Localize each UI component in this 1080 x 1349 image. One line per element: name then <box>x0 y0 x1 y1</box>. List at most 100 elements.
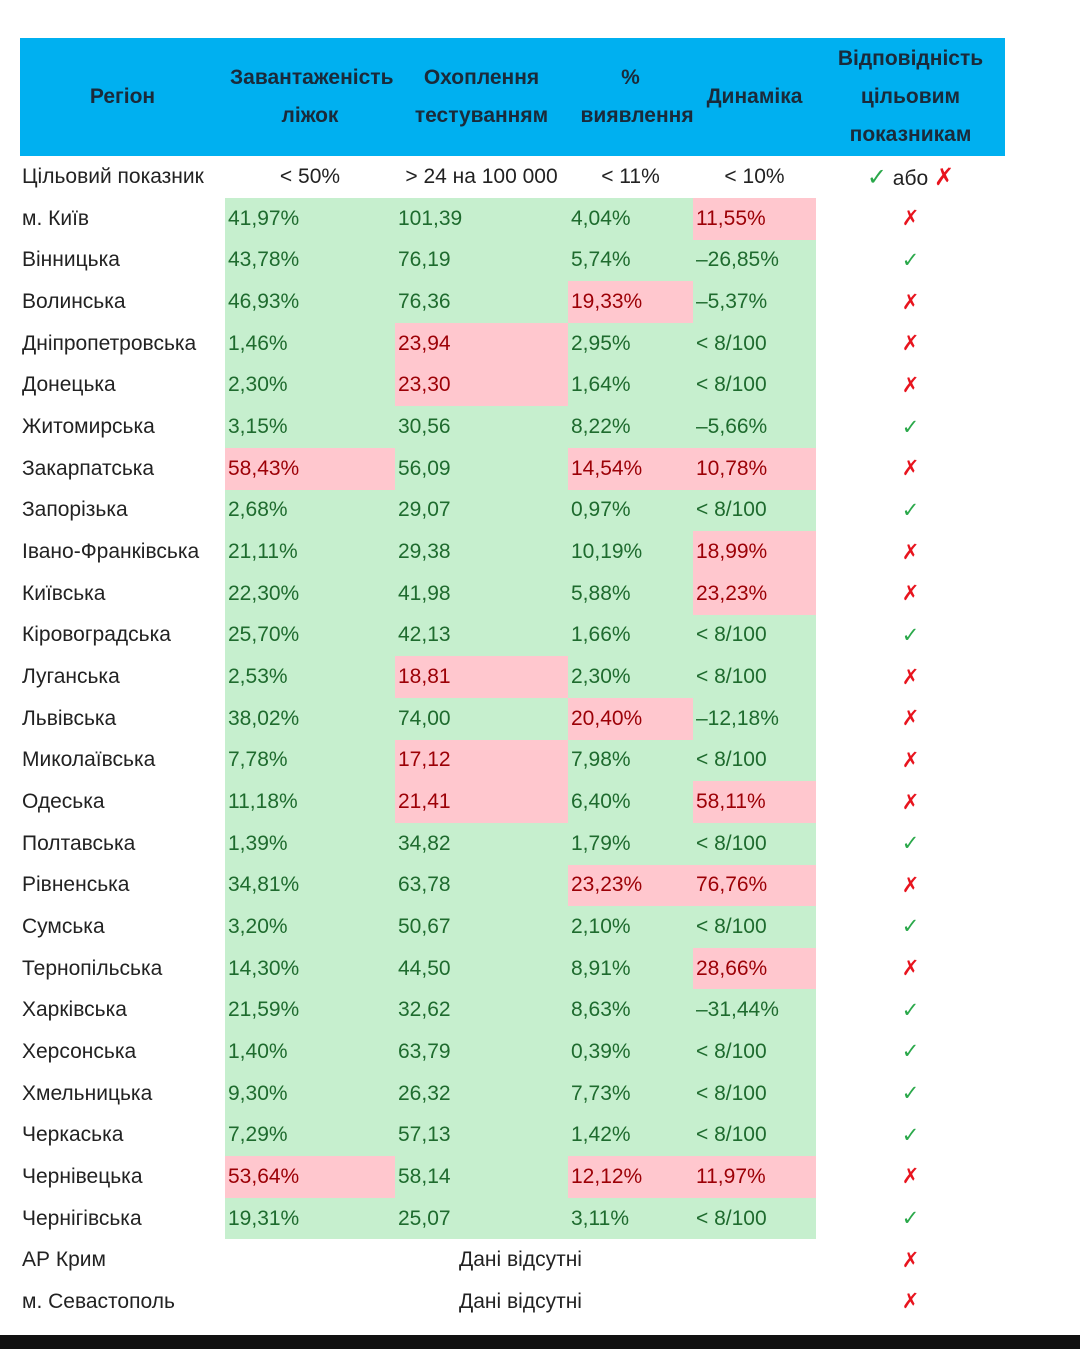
region-name: Житомирська <box>22 415 155 439</box>
table-row: Кіровоградська 25,70% 42,13 1,66% < 8/100 ✓ <box>20 614 1005 657</box>
cell-detection: 8,91% <box>568 947 693 990</box>
region-name: Чернігівська <box>22 1206 142 1230</box>
region-name: м. Київ <box>22 206 90 230</box>
cell-beds: 2,30% <box>225 364 395 407</box>
region-name: Львівська <box>22 706 117 730</box>
cell-dynamics: –31,44% <box>693 989 816 1032</box>
check-icon: ✓ <box>901 623 920 647</box>
cell-dynamics: < 8/100 <box>693 364 816 407</box>
region-name: Вінницька <box>22 248 120 272</box>
cell-dynamics: 28,66% <box>693 947 816 990</box>
region-name: Дніпропетровська <box>22 331 197 355</box>
cell-dynamics: 23,23% <box>693 572 816 615</box>
cell-dynamics: < 8/100 <box>693 906 816 948</box>
table-row: Одеська 11,18% 21,41 6,40% 58,11% ✗ <box>20 781 1005 823</box>
cell-dynamics: 11,55% <box>693 198 816 240</box>
region-name: Чернівецька <box>22 1164 143 1188</box>
table-row: Київська 22,30% 41,98 5,88% 23,23% ✗ <box>20 572 1005 615</box>
check-icon: ✓ <box>901 415 920 439</box>
cell-testing: 50,67 <box>395 906 568 948</box>
cell-beds: 22,30% <box>225 572 395 615</box>
table-row: Запорізька 2,68% 29,07 0,97% < 8/100 ✓ <box>20 489 1005 532</box>
cell-testing: 63,79 <box>395 1031 568 1073</box>
target-label: Цільовий показник <box>22 165 204 188</box>
cell-testing: 56,09 <box>395 447 568 490</box>
region-name: Хмельницька <box>22 1081 153 1105</box>
cross-icon: ✗ <box>901 457 920 481</box>
cell-beds: 58,43% <box>225 447 395 490</box>
cell-testing: 101,39 <box>395 198 568 240</box>
cell-beds: 43,78% <box>225 239 395 282</box>
cell-dynamics: < 8/100 <box>693 1072 816 1115</box>
cross-icon: ✗ <box>901 582 920 606</box>
cell-beds: 1,46% <box>225 322 395 365</box>
cross-icon: ✗ <box>901 1248 920 1272</box>
region-name: Луганська <box>22 665 120 689</box>
cell-detection: 5,88% <box>568 572 693 615</box>
cross-icon: ✗ <box>901 332 920 356</box>
region-name: Сумська <box>22 914 105 938</box>
cell-detection: 5,74% <box>568 239 693 282</box>
cell-testing: 29,38 <box>395 531 568 573</box>
cell-detection: 6,40% <box>568 781 693 823</box>
table-row: Чернівецька 53,64% 58,14 12,12% 11,97% ✗ <box>20 1156 1005 1198</box>
cell-beds: 1,40% <box>225 1031 395 1073</box>
cross-icon: ✗ <box>901 873 920 897</box>
cell-testing: 42,13 <box>395 614 568 657</box>
check-icon: ✓ <box>901 1207 920 1231</box>
cell-dynamics: –26,85% <box>693 239 816 282</box>
cross-icon: ✗ <box>901 373 920 397</box>
cell-detection: 2,30% <box>568 656 693 698</box>
region-name: Тернопільська <box>22 956 163 980</box>
cell-detection: 14,54% <box>568 447 693 490</box>
target-testing: > 24 на 100 000 <box>405 165 558 188</box>
cell-beds: 19,31% <box>225 1197 395 1240</box>
cell-testing: 25,07 <box>395 1197 568 1240</box>
cell-beds: 1,39% <box>225 822 395 865</box>
regions-table: Регіон Завантаженість ліжок Охоплення те… <box>20 38 1005 1323</box>
cell-testing: 44,50 <box>395 947 568 990</box>
cross-icon: ✗ <box>901 748 920 772</box>
or-label: або <box>892 166 929 190</box>
cross-icon: ✗ <box>901 1290 920 1314</box>
cell-dynamics: 18,99% <box>693 531 816 573</box>
region-name: Херсонська <box>22 1039 137 1063</box>
region-name: Волинська <box>22 290 126 314</box>
cell-detection: 12,12% <box>568 1156 693 1198</box>
cell-beds: 9,30% <box>225 1072 395 1115</box>
check-icon: ✓ <box>901 248 920 272</box>
cell-beds: 53,64% <box>225 1156 395 1198</box>
check-icon: ✓ <box>901 832 920 856</box>
check-icon: ✓ <box>901 1040 920 1064</box>
cell-testing: 76,19 <box>395 239 568 282</box>
cell-testing: 32,62 <box>395 989 568 1032</box>
cell-dynamics: < 8/100 <box>693 322 816 365</box>
cell-testing: 74,00 <box>395 697 568 740</box>
header-testing: Охоплення тестуванням <box>395 38 568 156</box>
cell-dynamics: < 8/100 <box>693 489 816 532</box>
cell-beds: 21,59% <box>225 989 395 1032</box>
cell-dynamics: 58,11% <box>693 781 816 823</box>
cross-icon: ✗ <box>901 790 920 814</box>
header-row: Регіон Завантаженість ліжок Охоплення те… <box>20 38 1005 156</box>
table-row: Тернопільська 14,30% 44,50 8,91% 28,66% ✗ <box>20 947 1005 990</box>
cell-dynamics: 11,97% <box>693 1156 816 1198</box>
cell-beds: 46,93% <box>225 281 395 323</box>
cell-detection: 7,73% <box>568 1072 693 1115</box>
table-row: Івано-Франківська 21,11% 29,38 10,19% 18,99%… <box>20 531 1005 573</box>
cell-beds: 21,11% <box>225 531 395 573</box>
table-row: Дніпропетровська 1,46% 23,94 2,95% < 8/100 ✗ <box>20 322 1005 365</box>
target-detection: < 11% <box>601 165 660 188</box>
region-name: Кіровоградська <box>22 623 171 647</box>
cell-detection: 10,19% <box>568 531 693 573</box>
cell-beds: 25,70% <box>225 614 395 657</box>
table-row: Полтавська 1,39% 34,82 1,79% < 8/100 ✓ <box>20 822 1005 865</box>
cross-icon: ✗ <box>934 163 955 191</box>
check-icon: ✓ <box>901 498 920 522</box>
cross-icon: ✗ <box>901 290 920 314</box>
check-icon: ✓ <box>901 915 920 939</box>
cell-detection: 7,98% <box>568 739 693 782</box>
cell-detection: 4,04% <box>568 198 693 240</box>
cell-beds: 2,53% <box>225 656 395 698</box>
cell-beds: 38,02% <box>225 697 395 740</box>
